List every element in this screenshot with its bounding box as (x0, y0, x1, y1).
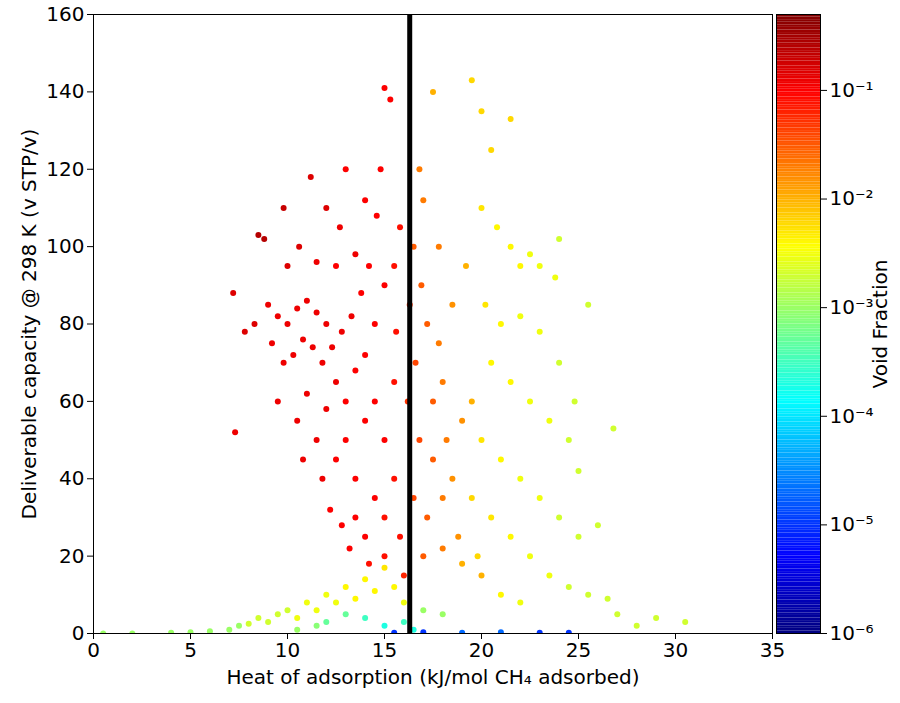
svg-text:100: 100 (46, 234, 84, 258)
svg-text:10⁻¹: 10⁻¹ (830, 78, 874, 102)
svg-text:10⁻⁵: 10⁻⁵ (830, 512, 874, 536)
svg-text:140: 140 (46, 79, 84, 103)
svg-text:5: 5 (184, 638, 197, 662)
svg-text:20: 20 (469, 638, 494, 662)
svg-text:0: 0 (72, 621, 85, 645)
svg-text:10: 10 (275, 638, 300, 662)
svg-text:40: 40 (59, 466, 84, 490)
svg-text:20: 20 (59, 544, 84, 568)
svg-text:25: 25 (566, 638, 591, 662)
svg-text:0: 0 (87, 638, 100, 662)
svg-text:Heat of adsorption (kJ/mol CH₄: Heat of adsorption (kJ/mol CH₄ adsorbed) (227, 665, 640, 689)
svg-text:15: 15 (372, 638, 397, 662)
svg-text:30: 30 (663, 638, 688, 662)
svg-text:60: 60 (59, 389, 84, 413)
svg-text:Void Fraction: Void Fraction (868, 260, 892, 389)
svg-text:10⁻²: 10⁻² (830, 186, 874, 210)
svg-text:10⁻⁶: 10⁻⁶ (830, 621, 874, 645)
svg-text:120: 120 (46, 157, 84, 181)
svg-text:10⁻³: 10⁻³ (829, 295, 874, 320)
svg-text:Deliverable capacity @ 298 K (: Deliverable capacity @ 298 K (v STP/v) (17, 129, 41, 520)
svg-text:160: 160 (46, 2, 84, 26)
svg-text:35: 35 (760, 638, 785, 662)
svg-text:10⁻⁴: 10⁻⁴ (830, 404, 874, 428)
svg-text:80: 80 (59, 311, 84, 335)
